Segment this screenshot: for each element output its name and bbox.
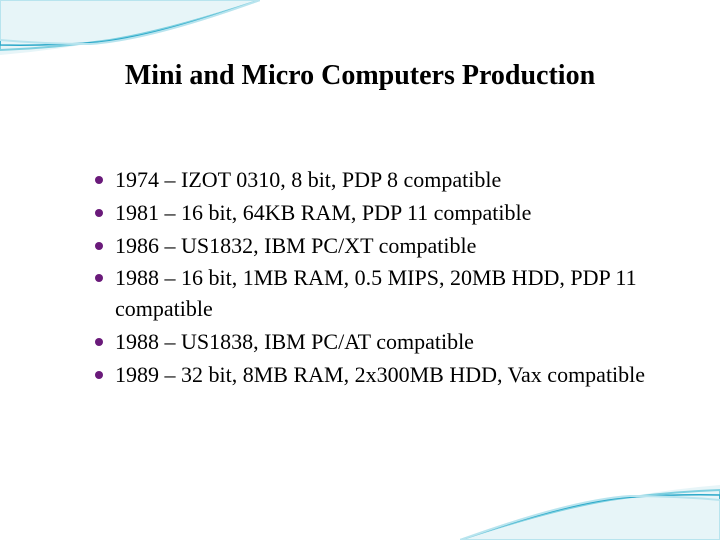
list-item-text: 1988 – US1838, IBM PC/AT compatible — [115, 327, 660, 358]
list-item: 1988 – 16 bit, 1MB RAM, 0.5 MIPS, 20MB H… — [95, 263, 660, 325]
bullet-icon — [95, 371, 103, 379]
list-item: 1989 – 32 bit, 8MB RAM, 2x300MB HDD, Vax… — [95, 360, 660, 391]
list-item-text: 1974 – IZOT 0310, 8 bit, PDP 8 compatibl… — [115, 165, 660, 196]
list-item-text: 1986 – US1832, IBM PC/XT compatible — [115, 231, 660, 262]
bullet-list: 1974 – IZOT 0310, 8 bit, PDP 8 compatibl… — [95, 165, 660, 393]
list-item: 1981 – 16 bit, 64KB RAM, PDP 11 compatib… — [95, 198, 660, 229]
list-item: 1974 – IZOT 0310, 8 bit, PDP 8 compatibl… — [95, 165, 660, 196]
list-item-text: 1981 – 16 bit, 64KB RAM, PDP 11 compatib… — [115, 198, 660, 229]
bullet-icon — [95, 338, 103, 346]
slide-title: Mini and Micro Computers Production — [0, 60, 720, 92]
list-item-text: 1989 – 32 bit, 8MB RAM, 2x300MB HDD, Vax… — [115, 360, 660, 391]
slide: Mini and Micro Computers Production 1974… — [0, 0, 720, 540]
decor-bottom-right — [460, 450, 720, 540]
list-item: 1986 – US1832, IBM PC/XT compatible — [95, 231, 660, 262]
bullet-icon — [95, 176, 103, 184]
bullet-icon — [95, 274, 103, 282]
bullet-icon — [95, 209, 103, 217]
list-item: 1988 – US1838, IBM PC/AT compatible — [95, 327, 660, 358]
list-item-text: 1988 – 16 bit, 1MB RAM, 0.5 MIPS, 20MB H… — [115, 263, 660, 325]
bullet-icon — [95, 242, 103, 250]
